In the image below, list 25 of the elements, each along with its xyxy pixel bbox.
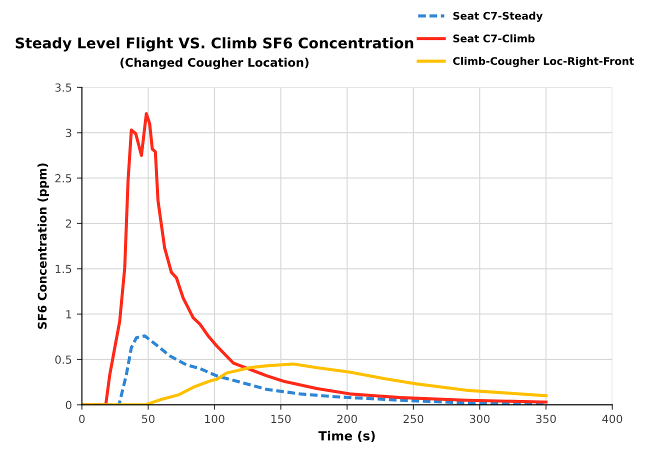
y-tick-label: 0 <box>66 400 72 410</box>
x-tick-label: 300 <box>470 414 490 424</box>
y-tick-label: 0.5 <box>55 355 72 364</box>
legend-label: Seat C7-Climb <box>453 34 535 42</box>
x-axis-title: Time (s) <box>318 430 375 442</box>
x-tick-label: 100 <box>205 414 224 424</box>
x-tick-label: 50 <box>142 414 155 424</box>
legend-label: Seat C7-Steady <box>453 12 543 22</box>
x-tick-label: 400 <box>602 414 622 424</box>
x-tick-label: 350 <box>536 414 556 424</box>
y-tick-label: 3.5 <box>55 83 72 92</box>
x-tick-label: 150 <box>271 414 291 424</box>
line-series <box>82 362 548 405</box>
y-tick-label: 2 <box>66 219 72 228</box>
chart-subtitle: (Changed Cougher Location) <box>120 58 308 70</box>
y-tick-label: 3 <box>66 128 72 138</box>
x-tick-label: 0 <box>79 414 85 424</box>
y-axis-title: SF6 Concentration (ppm) <box>38 164 49 329</box>
chart-title: Steady Level Flight VS. Climb SF6 Concentration <box>16 37 414 52</box>
legend-label: Climb-Cougher Loc-Right-Front <box>453 56 634 68</box>
y-tick-label: 1.5 <box>56 264 72 274</box>
x-tick-label: 200 <box>337 414 357 424</box>
y-tick-label: 2.5 <box>55 174 72 182</box>
y-tick-label: 1 <box>66 310 72 318</box>
x-tick-label: 250 <box>404 414 424 424</box>
